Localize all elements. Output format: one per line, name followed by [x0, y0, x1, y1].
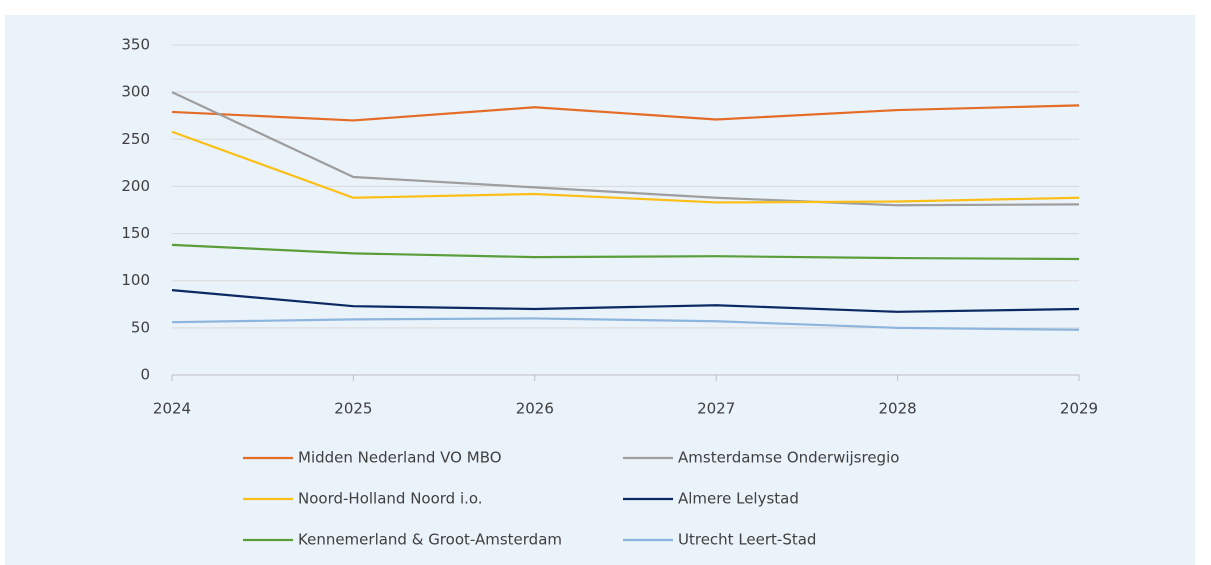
- legend-label: Amsterdamse Onderwijsregio: [678, 449, 899, 467]
- legend-label: Utrecht Leert-Stad: [678, 531, 816, 549]
- x-tick-label: 2026: [516, 400, 554, 418]
- legend-label: Noord-Holland Noord i.o.: [298, 490, 483, 508]
- legend-label: Kennemerland & Groot-Amsterdam: [298, 531, 562, 549]
- x-tick-label: 2027: [697, 400, 735, 418]
- legend-label: Almere Lelystad: [678, 490, 799, 508]
- y-tick-label: 50: [131, 318, 150, 336]
- x-tick-label: 2029: [1060, 400, 1098, 418]
- y-tick-label: 300: [121, 83, 150, 101]
- line-series: [171, 243, 1080, 261]
- x-tick-label: 2025: [334, 400, 372, 418]
- y-tick-label: 100: [121, 271, 150, 289]
- line-series: [171, 130, 1080, 204]
- line-series: [171, 317, 1080, 331]
- y-tick-label: 350: [121, 36, 150, 54]
- x-tick-label: 2028: [879, 400, 917, 418]
- y-tick-label: 0: [140, 366, 150, 384]
- line-series: [171, 91, 1080, 207]
- y-tick-label: 250: [121, 130, 150, 148]
- x-tick-label: 2024: [153, 400, 191, 418]
- line-series: [171, 289, 1080, 313]
- line-series: [171, 104, 1080, 122]
- y-tick-label: 200: [121, 177, 150, 195]
- y-tick-label: 150: [121, 224, 150, 242]
- legend-label: Midden Nederland VO MBO: [298, 449, 502, 467]
